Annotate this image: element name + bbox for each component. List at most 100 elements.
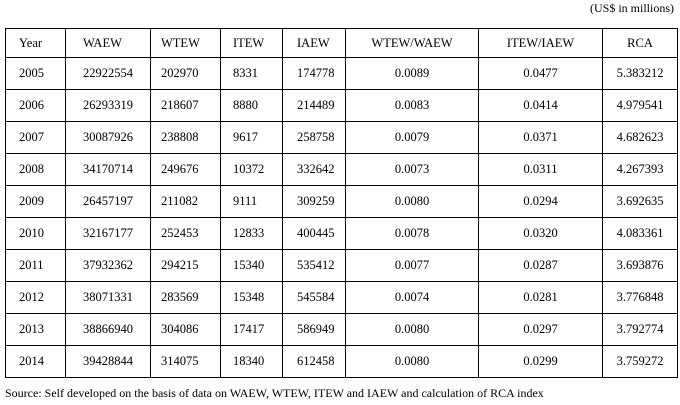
- table-cell: 211082: [150, 185, 221, 218]
- table-cell: 34170714: [65, 153, 151, 186]
- table-row: 2006 26293319 218607 8880 214489 0.0083 0.0414…: [5, 89, 678, 122]
- table-cell: 0.0077: [345, 249, 479, 282]
- table-cell: 309259: [282, 185, 346, 218]
- table-cell: 0.0297: [478, 313, 603, 346]
- table-cell: 4.267393: [602, 153, 678, 186]
- table-row: 2009 26457197 211082 9111 309259 0.0080 0.0294…: [5, 185, 678, 218]
- table-cell: 0.0073: [345, 153, 479, 186]
- table-row: 2012 38071331 283569 15348 545584 0.0074 0.028…: [5, 281, 678, 314]
- table-cell: 15348: [220, 281, 283, 314]
- table-cell: 38866940: [65, 313, 151, 346]
- table-cell: 17417: [220, 313, 283, 346]
- table-cell: 38071331: [65, 281, 151, 314]
- table-row: 2010 32167177 252453 12833 400445 0.0078 0.032…: [5, 217, 678, 250]
- table-cell: 9617: [220, 121, 283, 154]
- table-row: 2005 22922554 202970 8331 174778 0.0089 0.0477…: [5, 57, 678, 90]
- table-cell: 304086: [150, 313, 221, 346]
- table-cell: 535412: [282, 249, 346, 282]
- table-cell: 0.0477: [478, 57, 603, 90]
- table-cell: 2011: [5, 249, 66, 282]
- column-header: ITEW: [220, 28, 283, 58]
- table-cell: 2014: [5, 345, 66, 378]
- table-cell: 26293319: [65, 89, 151, 122]
- table-cell: 10372: [220, 153, 283, 186]
- table-cell: 294215: [150, 249, 221, 282]
- table-cell: 2012: [5, 281, 66, 314]
- table-cell: 2009: [5, 185, 66, 218]
- column-header: WTEW: [150, 28, 221, 58]
- table-cell: 0.0089: [345, 57, 479, 90]
- table-cell: 2010: [5, 217, 66, 250]
- table-row: 2011 37932362 294215 15340 535412 0.0077 0.028…: [5, 249, 678, 282]
- table-cell: 0.0294: [478, 185, 603, 218]
- table-cell: 0.0414: [478, 89, 603, 122]
- header-row: Year WAEW WTEW ITEW IAEW WTEW/WAEW ITEW/IAEW RC…: [5, 28, 678, 58]
- table-cell: 39428844: [65, 345, 151, 378]
- table-cell: 0.0281: [478, 281, 603, 314]
- table-cell: 0.0078: [345, 217, 479, 250]
- table-cell: 8880: [220, 89, 283, 122]
- table-cell: 214489: [282, 89, 346, 122]
- table-cell: 258758: [282, 121, 346, 154]
- table-cell: 4.083361: [602, 217, 678, 250]
- table-cell: 202970: [150, 57, 221, 90]
- table-cell: 238808: [150, 121, 221, 154]
- table-cell: 2013: [5, 313, 66, 346]
- table-cell: 4.979541: [602, 89, 678, 122]
- table-cell: 252453: [150, 217, 221, 250]
- unit-note: (US$ in millions): [589, 1, 674, 15]
- table-cell: 0.0320: [478, 217, 603, 250]
- table-cell: 2008: [5, 153, 66, 186]
- table-cell: 174778: [282, 57, 346, 90]
- table-cell: 0.0080: [345, 345, 479, 378]
- table-cell: 22922554: [65, 57, 151, 90]
- table-cell: 0.0311: [478, 153, 603, 186]
- table-cell: 9111: [220, 185, 283, 218]
- table-cell: 32167177: [65, 217, 151, 250]
- table-cell: 15340: [220, 249, 283, 282]
- table-row: 2007 30087926 238808 9617 258758 0.0079 0.0371…: [5, 121, 678, 154]
- table-cell: 0.0287: [478, 249, 603, 282]
- table-cell: 2005: [5, 57, 66, 90]
- table-cell: 30087926: [65, 121, 151, 154]
- table-cell: 332642: [282, 153, 346, 186]
- table-cell: 3.759272: [602, 345, 678, 378]
- column-header: Year: [5, 28, 66, 58]
- table-cell: 26457197: [65, 185, 151, 218]
- table-cell: 3.693876: [602, 249, 678, 282]
- table-row: 2014 39428844 314075 18340 612458 0.0080 0.029…: [5, 345, 678, 378]
- data-table: Year WAEW WTEW ITEW IAEW WTEW/WAEW ITEW/IAEW RC…: [5, 28, 678, 378]
- table-body: 2005 22922554 202970 8331 174778 0.0089 0.0477…: [5, 57, 678, 378]
- column-header: WTEW/WAEW: [345, 28, 479, 58]
- table-cell: 8331: [220, 57, 283, 90]
- table-cell: 545584: [282, 281, 346, 314]
- column-header: WAEW: [65, 28, 151, 58]
- table-cell: 37932362: [65, 249, 151, 282]
- table-cell: 2006: [5, 89, 66, 122]
- table-cell: 12833: [220, 217, 283, 250]
- table-cell: 586949: [282, 313, 346, 346]
- table-row: 2013 38866940 304086 17417 586949 0.0080 0.029…: [5, 313, 678, 346]
- table-cell: 3.776848: [602, 281, 678, 314]
- table-cell: 3.792774: [602, 313, 678, 346]
- table-cell: 5.383212: [602, 57, 678, 90]
- table-cell: 0.0080: [345, 185, 479, 218]
- table-cell: 0.0299: [478, 345, 603, 378]
- table-cell: 2007: [5, 121, 66, 154]
- table-cell: 400445: [282, 217, 346, 250]
- table-cell: 249676: [150, 153, 221, 186]
- table-cell: 0.0080: [345, 313, 479, 346]
- table-cell: 0.0074: [345, 281, 479, 314]
- table-cell: 0.0371: [478, 121, 603, 154]
- table-cell: 283569: [150, 281, 221, 314]
- table-cell: 612458: [282, 345, 346, 378]
- column-header: RCA: [602, 28, 678, 58]
- table-cell: 3.692635: [602, 185, 678, 218]
- table-cell: 218607: [150, 89, 221, 122]
- table-row: 2008 34170714 249676 10372 332642 0.0073 0.031…: [5, 153, 678, 186]
- source-note: Source: Self developed on the basis of d…: [5, 386, 544, 400]
- table-cell: 18340: [220, 345, 283, 378]
- table-cell: 0.0083: [345, 89, 479, 122]
- table-cell: 314075: [150, 345, 221, 378]
